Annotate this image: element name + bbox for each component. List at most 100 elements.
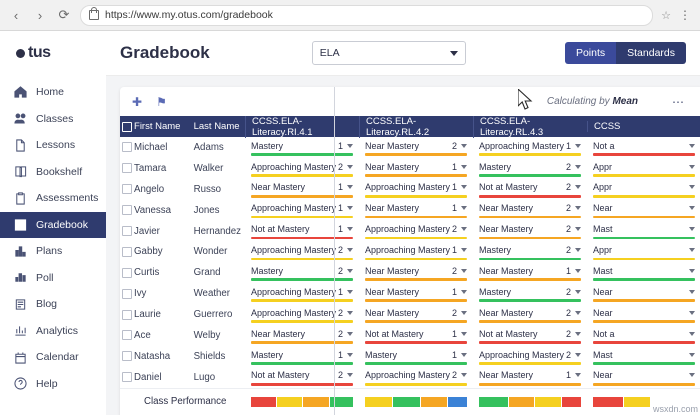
sidebar-item-analytics[interactable]: Analytics [0,318,106,345]
chevron-down-icon[interactable] [461,289,467,294]
column-standard[interactable]: CCSS [587,121,700,132]
mastery-cell[interactable]: Near [587,202,700,219]
chevron-down-icon[interactable] [461,310,467,315]
sidebar-item-bookshelf[interactable]: Bookshelf [0,159,106,186]
mastery-cell[interactable]: Near Mastery 2 [473,202,587,219]
row-checkbox[interactable] [120,184,134,195]
mastery-cell[interactable]: Near Mastery 1 [359,285,473,302]
back-arrow-icon[interactable]: ‹ [13,7,19,23]
mastery-cell[interactable]: Not at Mastery 2 [473,181,587,198]
chevron-down-icon[interactable] [347,289,353,294]
chevron-down-icon[interactable] [575,373,581,378]
table-row[interactable]: Ace Welby Near Mastery 2 Not at Mastery 1 Not … [120,325,700,346]
mastery-cell[interactable]: Near Mastery 1 [359,202,473,219]
sidebar-item-help[interactable]: Help [0,371,106,398]
chevron-down-icon[interactable] [461,164,467,169]
mastery-cell[interactable]: Near Mastery 2 [245,327,359,344]
mastery-cell[interactable]: Not at Mastery 2 [473,327,587,344]
sidebar-item-home[interactable]: Home [0,79,106,106]
chevron-down-icon[interactable] [689,352,695,357]
mastery-cell[interactable]: Not a [587,139,700,156]
chevron-down-icon[interactable] [347,185,353,190]
chevron-down-icon[interactable] [575,185,581,190]
row-checkbox[interactable] [120,205,134,216]
mastery-cell[interactable]: Near Mastery 1 [473,369,587,386]
mastery-cell[interactable]: Mastery 2 [245,264,359,282]
chevron-down-icon[interactable] [575,268,581,273]
select-all-checkbox[interactable] [120,121,134,132]
sidebar-item-assessments[interactable]: Assessments [0,185,106,212]
mastery-cell[interactable]: Mastery 1 [245,139,359,156]
table-row[interactable]: Ivy Weather Approaching Mastery 1 Near Maste… [120,283,700,304]
mastery-cell[interactable]: Approaching Mastery 2 [245,244,359,261]
chevron-down-icon[interactable] [575,352,581,357]
chevron-down-icon[interactable] [347,352,353,357]
mastery-cell[interactable]: Approaching Mastery 2 [473,348,587,365]
mastery-cell[interactable]: Appr [587,181,700,198]
chevron-down-icon[interactable] [347,268,353,273]
chevron-down-icon[interactable] [575,289,581,294]
table-row[interactable]: Curtis Grand Mastery 2 Near Mastery 2 Near Mas… [120,262,700,283]
sidebar-item-blog[interactable]: Blog [0,291,106,318]
chevron-down-icon[interactable] [461,185,467,190]
mastery-cell[interactable]: Approaching Mastery 1 [359,244,473,261]
row-checkbox[interactable] [120,267,134,278]
more-options-icon[interactable]: ⋯ [672,94,685,109]
subject-select[interactable]: ELA [311,41,466,65]
column-standard[interactable]: CCSS.ELA-Literacy.RI.4.1 [245,115,359,138]
mastery-cell[interactable]: Appr [587,244,700,261]
reload-icon[interactable]: ⟳ [58,7,70,22]
forward-arrow-icon[interactable]: › [37,7,43,23]
row-checkbox[interactable] [120,288,134,299]
mastery-cell[interactable]: Not at Mastery 1 [245,223,359,240]
row-checkbox[interactable] [120,226,134,236]
mastery-cell[interactable]: Mastery 1 [359,348,473,365]
chevron-down-icon[interactable] [347,143,353,148]
mastery-cell[interactable]: Mastery 1 [245,348,359,365]
mastery-cell[interactable]: Mast [587,223,700,240]
chevron-down-icon[interactable] [575,143,581,148]
chevron-down-icon[interactable] [347,164,353,169]
mastery-cell[interactable]: Appr [587,160,700,177]
mastery-cell[interactable]: Near Mastery 1 [359,160,473,177]
row-checkbox[interactable] [120,309,134,320]
table-row[interactable]: Natasha Shields Mastery 1 Mastery 1 Approachin… [120,346,700,367]
mastery-cell[interactable]: Approaching Mastery 2 [359,223,473,240]
chevron-down-icon[interactable] [347,310,353,315]
mastery-cell[interactable]: Near [587,306,700,323]
sidebar-item-poll[interactable]: Poll [0,265,106,292]
column-standard[interactable]: CCSS.ELA-Literacy.RL.4.2 [359,115,473,138]
row-checkbox[interactable] [120,142,134,153]
row-checkbox[interactable] [120,163,134,174]
chevron-down-icon[interactable] [347,227,353,232]
column-standard[interactable]: CCSS.ELA-Literacy.RL.4.3 [473,115,587,138]
column-first-name[interactable]: First Name [134,121,181,132]
table-row[interactable]: Javier Hernandez Not at Mastery 1 Approachin… [120,221,700,242]
chevron-down-icon[interactable] [347,331,353,336]
mastery-cell[interactable]: Mast [587,348,700,365]
chevron-down-icon[interactable] [689,227,695,232]
mastery-cell[interactable]: Near Mastery 1 [245,181,359,198]
mastery-cell[interactable]: Approaching Mastery 1 [473,139,587,156]
chevron-down-icon[interactable] [461,143,467,148]
chevron-down-icon[interactable] [461,248,467,253]
row-checkbox[interactable] [120,351,134,362]
mastery-cell[interactable]: Not at Mastery 2 [245,369,359,386]
tab-points[interactable]: Points [564,42,617,64]
column-last-name[interactable]: Last Name [193,121,240,132]
browser-menu-icon[interactable]: ⋮ [679,8,692,22]
sidebar-item-calendar[interactable]: Calendar [0,344,106,371]
chevron-down-icon[interactable] [347,248,353,253]
mastery-cell[interactable]: Mast [587,264,700,282]
chevron-down-icon[interactable] [689,289,695,294]
mastery-cell[interactable]: Near Mastery 2 [359,306,473,323]
table-row[interactable]: Laurie Guerrero Approaching Mastery 2 Near M… [120,304,700,325]
add-circle-icon[interactable]: ✚ [132,94,143,109]
mastery-cell[interactable]: Mastery 2 [473,285,587,302]
bookmark-star-icon[interactable]: ☆ [661,9,671,22]
sidebar-item-plans[interactable]: Plans [0,238,106,265]
mastery-cell[interactable]: Near Mastery 2 [359,264,473,282]
chevron-down-icon[interactable] [689,143,695,148]
chevron-down-icon[interactable] [689,185,695,190]
table-row[interactable]: Daniel Lugo Not at Mastery 2 Approaching Mas… [120,367,700,388]
